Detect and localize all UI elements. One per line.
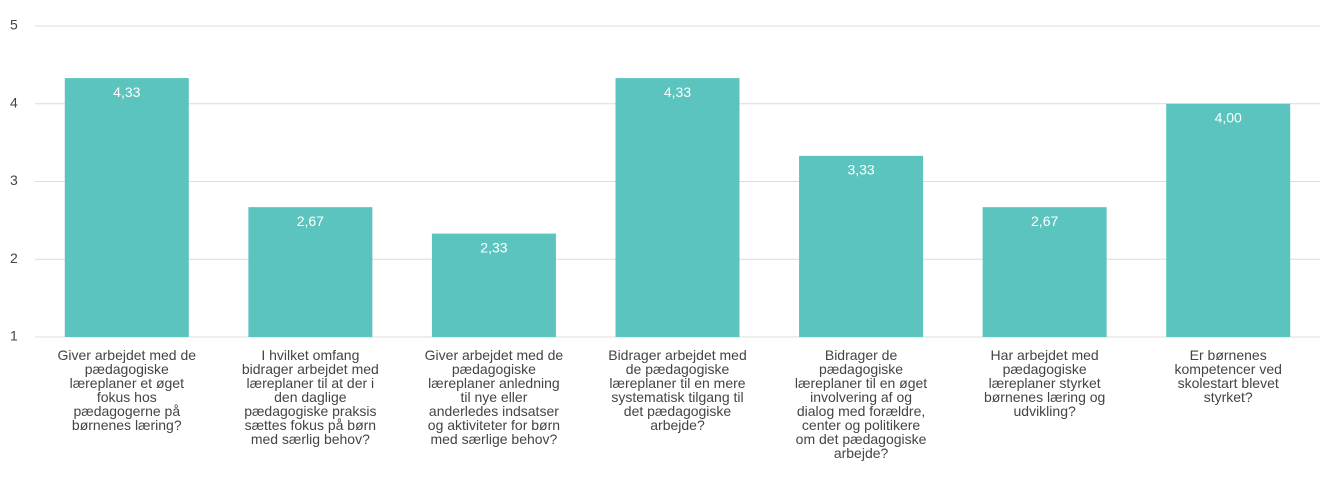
y-tick-label: 4 — [10, 94, 18, 110]
bar — [615, 78, 740, 337]
value-label: 4,33 — [113, 84, 140, 100]
y-tick-label: 5 — [10, 17, 18, 33]
x-tick-label: Bidrager de pædagogiske læreplaner til e… — [794, 347, 928, 461]
y-tick-label: 3 — [10, 172, 18, 188]
bar — [982, 207, 1107, 337]
y-tick-label: 2 — [10, 250, 18, 266]
bar — [799, 155, 924, 337]
bar — [431, 233, 556, 337]
x-tick-label: Giver arbejdet med de pædagogiske lærepl… — [424, 347, 564, 447]
x-tick-label: Giver arbejdet med de pædagogiske lærepl… — [57, 347, 197, 433]
value-label: 2,67 — [297, 213, 324, 229]
value-label: 3,33 — [847, 162, 874, 178]
y-tick-label: 1 — [10, 328, 18, 344]
bar — [1166, 103, 1291, 337]
value-label: 2,33 — [480, 239, 507, 255]
x-tick-label: Er børnenes kompetencer ved skolestart b… — [1174, 347, 1282, 405]
value-label: 2,67 — [1031, 213, 1058, 229]
value-label: 4,00 — [1215, 109, 1242, 125]
x-tick-label: I hvilket omfang bidrager arbejdet med l… — [241, 347, 379, 447]
x-tick-label: Har arbejdet med pædagogiske læreplaner … — [983, 347, 1106, 419]
x-tick-label: Bidrager arbejdet med de pædagogiske lær… — [608, 347, 747, 433]
value-label: 4,33 — [664, 84, 691, 100]
bar — [64, 78, 189, 337]
bar — [248, 207, 373, 337]
